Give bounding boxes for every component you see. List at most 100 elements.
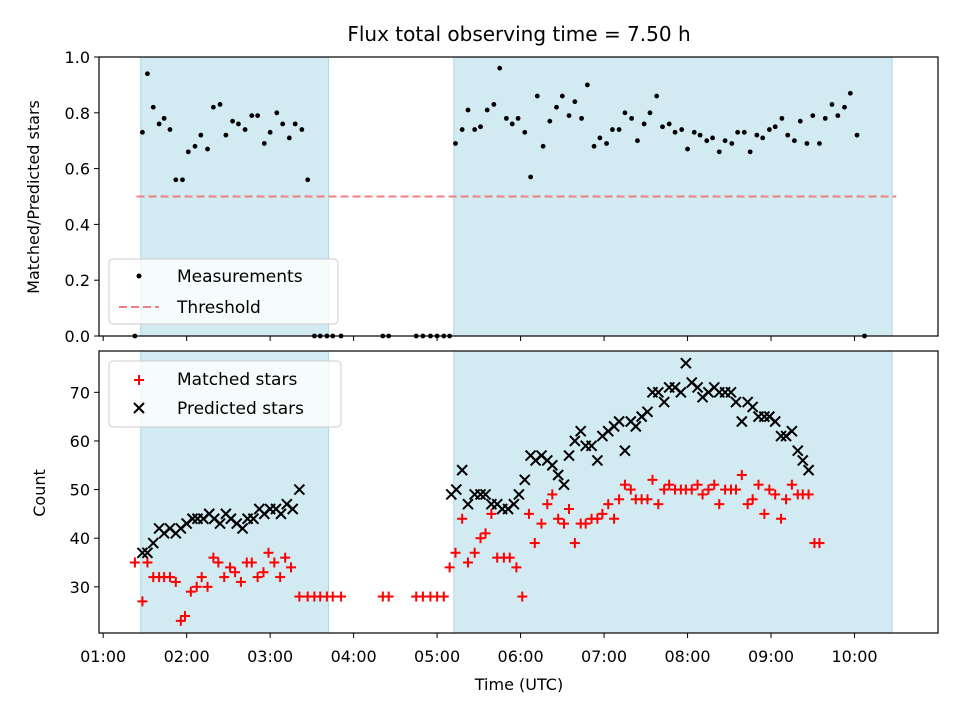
- matched-star-point: [759, 508, 770, 519]
- matched-star-point: [564, 504, 575, 515]
- measurement-point: [654, 93, 660, 99]
- measurement-point: [591, 143, 597, 149]
- matched-star-point: [517, 591, 528, 602]
- matched-star-point: [208, 552, 219, 563]
- matched-star-point: [642, 494, 653, 505]
- measurement-point: [140, 129, 145, 135]
- matched-star-point: [659, 484, 670, 495]
- predicted-star-point: [479, 488, 492, 501]
- measurement-point: [554, 104, 559, 110]
- measurement-point: [685, 146, 690, 152]
- matched-star-point: [770, 489, 781, 500]
- predicted-star-point: [141, 547, 154, 559]
- predicted-star-point: [247, 513, 260, 525]
- matched-star-point: [776, 513, 787, 524]
- measurement-point: [635, 138, 640, 144]
- measurement-point: [792, 138, 797, 144]
- count-legend: Matched stars Predicted stars: [108, 360, 342, 428]
- matched-star-point: [653, 499, 664, 510]
- matched-star-point: [625, 484, 636, 495]
- y-tick-label: 1.0: [65, 48, 90, 67]
- matched-star-point: [753, 479, 764, 490]
- y-tick-label: 70: [70, 383, 90, 402]
- matched-star-point: [736, 469, 747, 480]
- matched-star-point: [603, 499, 614, 510]
- measurement-point: [679, 127, 685, 132]
- predicted-star-point: [275, 508, 287, 520]
- measurement-point: [604, 141, 609, 146]
- legend-predicted-marker: [133, 402, 145, 414]
- measurement-point: [223, 132, 229, 138]
- measurement-point: [779, 115, 785, 121]
- measurement-point: [547, 118, 553, 124]
- ratio-x-axis: [102, 336, 856, 341]
- shaded-interval-2: [453, 350, 893, 634]
- predicted-star-point: [730, 396, 742, 408]
- predicted-star-point: [746, 401, 759, 413]
- measurement-point: [465, 107, 471, 113]
- measurement-point: [205, 146, 210, 152]
- matched-star-point: [280, 552, 291, 563]
- x-tick-label: 02:00: [164, 647, 210, 666]
- predicted-star-point: [186, 513, 199, 525]
- matched-star-point: [263, 547, 274, 558]
- measurement-point: [173, 177, 179, 183]
- matched-star-point: [569, 538, 580, 549]
- predicted-star-point: [508, 498, 520, 510]
- measurement-point: [729, 141, 735, 146]
- measurement-point: [522, 129, 528, 135]
- measurement-point: [509, 121, 515, 127]
- ratio-y-axis-label: Matched/Predicted stars: [24, 100, 43, 294]
- measurement-point: [198, 132, 204, 138]
- y-tick-label: 0.8: [65, 104, 90, 123]
- legend-matched-label: Matched stars: [177, 370, 297, 390]
- measurement-point: [299, 127, 305, 132]
- predicted-star-point: [691, 381, 704, 394]
- measurement-point: [735, 129, 741, 135]
- matched-star-point: [170, 576, 181, 587]
- predicted-star-point: [725, 386, 737, 399]
- measurement-point: [817, 141, 822, 146]
- predicted-star-point: [786, 425, 798, 437]
- predicted-star-point: [293, 483, 306, 496]
- measurement-point: [305, 177, 311, 183]
- matched-star-point: [619, 479, 630, 490]
- measurement-point: [503, 115, 509, 121]
- measurement-point: [772, 124, 778, 130]
- measurement-point: [572, 99, 578, 105]
- count-x-axis: 01:00 02:00 03:00 04:00 05:00 06:00 07:00 08:00…: [80, 633, 878, 666]
- matched-star-point: [781, 494, 792, 505]
- matched-star-point: [269, 557, 280, 568]
- measurement-point: [660, 124, 665, 130]
- measurement-point: [230, 118, 235, 124]
- legend-predicted-label: Predicted stars: [177, 399, 304, 419]
- matched-star-point: [786, 479, 797, 490]
- matched-star-point: [614, 494, 625, 505]
- matched-star-point: [213, 557, 224, 568]
- matched-star-point: [547, 489, 558, 500]
- measurement-point: [459, 127, 465, 132]
- matched-star-point: [686, 484, 697, 495]
- measurement-point: [180, 177, 185, 183]
- matched-star-point: [730, 484, 741, 495]
- matched-star-point: [258, 567, 269, 578]
- measurement-point: [145, 71, 150, 77]
- predicted-star-point: [680, 357, 692, 369]
- matched-star-point: [185, 586, 196, 597]
- predicted-star-point: [758, 410, 771, 423]
- measurement-point: [810, 113, 816, 118]
- measurement-point: [534, 93, 540, 99]
- predicted-star-point: [519, 474, 531, 486]
- predicted-star-point: [513, 488, 525, 501]
- measurement-point: [491, 102, 497, 107]
- matched-star-point: [275, 572, 286, 583]
- matched-star-point: [179, 610, 190, 621]
- measurement-point: [716, 149, 722, 155]
- predicted-star-point: [474, 488, 487, 501]
- measurement-point: [760, 135, 766, 141]
- matched-star-point: [450, 547, 461, 558]
- x-tick-label: 09:00: [748, 647, 794, 666]
- predicted-star-point: [630, 420, 642, 433]
- measurement-point: [697, 132, 703, 138]
